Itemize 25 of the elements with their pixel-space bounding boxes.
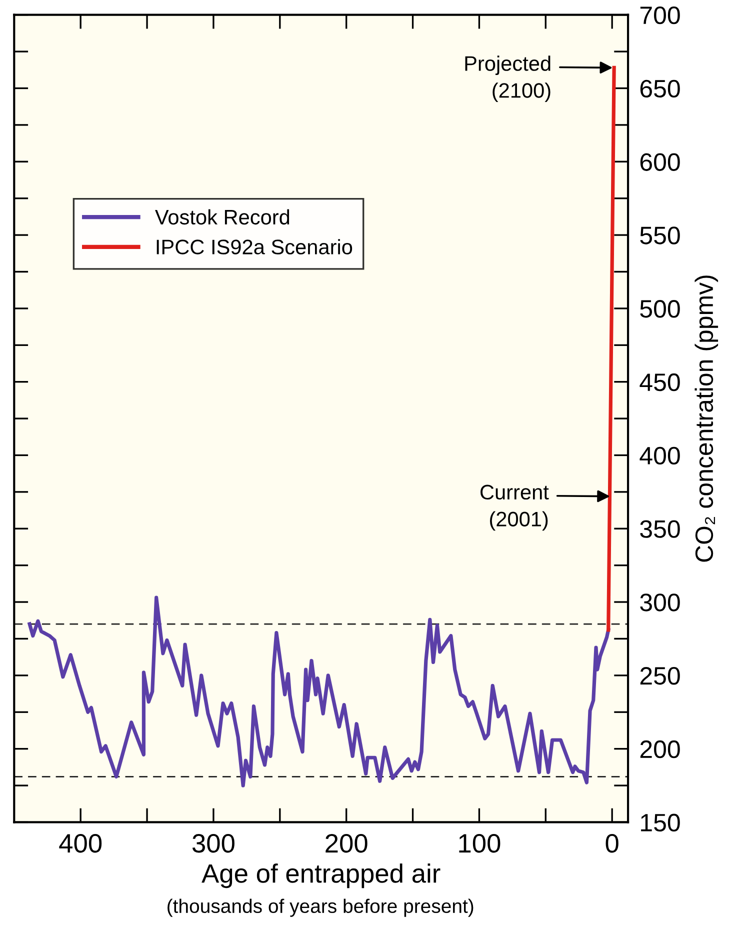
y-axis-title: CO₂ concentration (ppmv)	[694, 276, 718, 562]
y-tick-label: 500	[640, 300, 680, 318]
y-tick-label: 600	[640, 153, 680, 171]
y-tick-label: 550	[640, 226, 680, 244]
text: (thousands of years before present)	[168, 898, 474, 917]
x-tick-label: 0	[606, 834, 618, 853]
y-tick-label: 350	[640, 520, 680, 538]
x-tick-label: 400	[59, 834, 102, 853]
x-axis-title: Age of entrapped air	[202, 863, 440, 888]
legend-label: IPCC IS92a Scenario	[156, 239, 352, 254]
y-tick-label: 400	[640, 446, 680, 465]
y-tick-label: 450	[640, 373, 680, 392]
y-tick-label: 300	[640, 594, 680, 612]
y-tick-label: 250	[640, 667, 680, 685]
y-tick-label: 150	[641, 814, 680, 832]
x-tick-label: 300	[192, 834, 234, 853]
y-tick-label: 650	[640, 80, 680, 98]
x-tick-label: 100	[459, 834, 500, 853]
legend-label: Vostok Record	[155, 209, 290, 225]
line-series	[28, 596, 610, 788]
annotation: Projected (2100)	[465, 56, 550, 102]
annotation: Current (2001)	[480, 484, 549, 531]
y-tick-label: 200	[640, 740, 680, 758]
x-tick-label: 200	[326, 834, 368, 853]
y-tick-label: 700	[640, 6, 680, 24]
